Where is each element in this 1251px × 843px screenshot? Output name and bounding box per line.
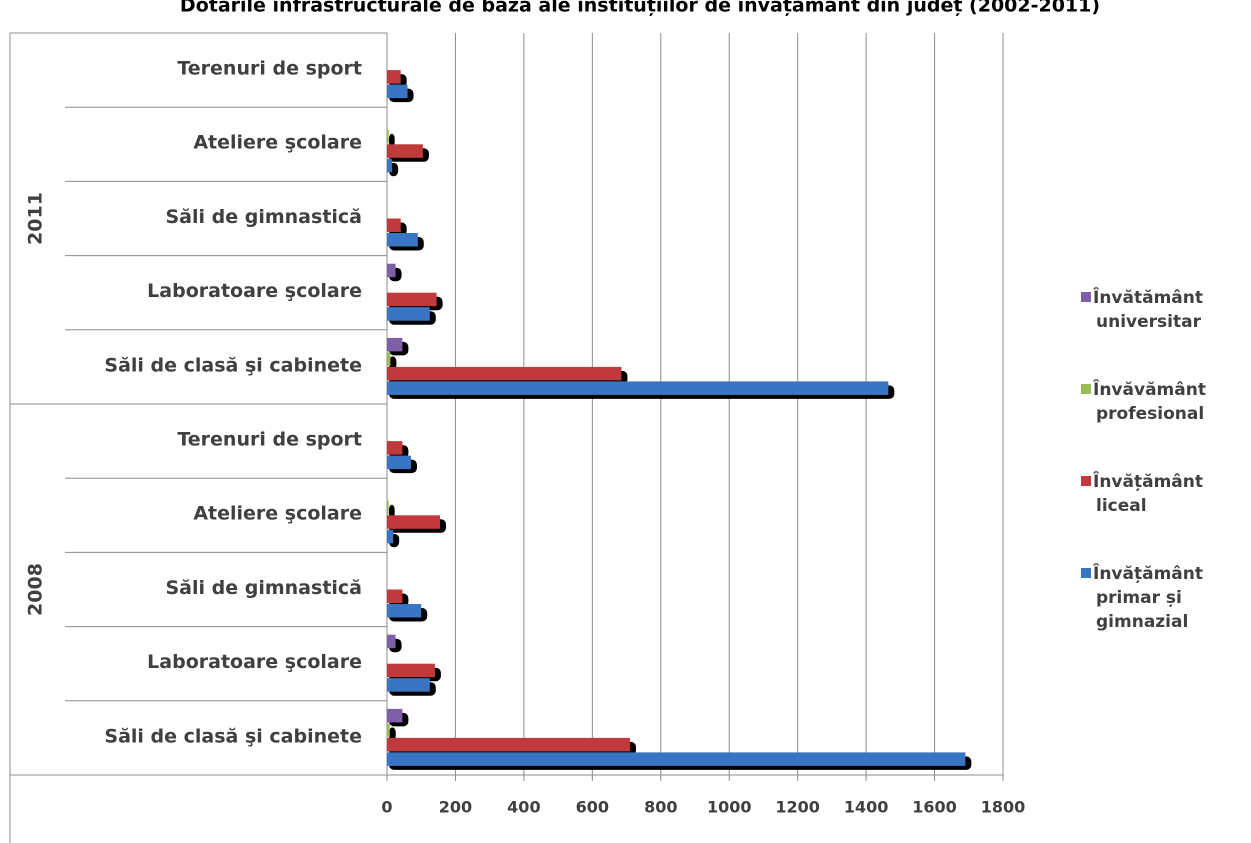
legend-label: Învățământ primar și gimnazial	[1093, 562, 1203, 632]
x-tick-label: 1800	[981, 798, 1026, 817]
bar-shadow	[389, 727, 396, 741]
bar	[387, 737, 630, 752]
bar	[387, 589, 403, 603]
y-tick-label: Săli de gimnastică	[166, 577, 363, 599]
bar	[387, 144, 423, 158]
bar	[387, 515, 441, 529]
bar	[387, 723, 390, 737]
bar	[387, 708, 403, 723]
legend-swatch	[1081, 568, 1091, 578]
x-tick-label: 800	[644, 798, 677, 817]
chart-title: Dotarile infrastructurale de bază ale in…	[180, 0, 1100, 17]
y-tick-label: Terenuri de sport	[177, 429, 362, 451]
y-tick-label: Săli de clasă şi cabinete	[104, 354, 362, 376]
bar	[387, 129, 389, 144]
bar	[387, 604, 422, 618]
bar	[387, 263, 396, 278]
y-tick-label: Săli de gimnastică	[166, 206, 363, 228]
bar-shadow	[389, 504, 395, 519]
y-tick-label: Laboratoare şcolare	[147, 651, 362, 673]
bar	[387, 678, 430, 692]
x-tick-label: 1400	[844, 798, 889, 817]
x-tick-label: 200	[439, 798, 472, 817]
x-tick-label: 1600	[912, 798, 957, 817]
legend-label: Învățământ liceal	[1093, 470, 1203, 516]
bar	[387, 337, 403, 352]
y-tick-label: Săli de clasă şi cabinete	[104, 725, 362, 747]
y-tick-label: Ateliere şcolare	[193, 503, 362, 525]
bar	[387, 752, 966, 766]
legend-label: Învătământ universitar	[1093, 286, 1203, 332]
bar	[387, 529, 394, 544]
bar-shadow	[389, 133, 395, 148]
bar	[387, 158, 393, 173]
bar	[387, 455, 411, 470]
bar	[387, 233, 418, 247]
y-tick-label: Laboratoare şcolare	[147, 280, 362, 302]
bar	[387, 381, 889, 395]
x-tick-label: 1000	[707, 798, 752, 817]
legend-label: Învăvământ profesional	[1093, 378, 1206, 424]
y-tick-label: Terenuri de sport	[177, 58, 362, 80]
bar	[387, 70, 401, 84]
bar	[387, 366, 622, 381]
group-label: 2008	[25, 563, 47, 616]
bar	[387, 292, 437, 307]
x-tick-label: 400	[507, 798, 540, 817]
bar	[387, 441, 403, 455]
x-tick-label: 0	[381, 798, 392, 817]
legend-swatch	[1081, 476, 1091, 486]
bar	[387, 84, 408, 99]
bar-shadow	[389, 356, 397, 370]
bar	[387, 634, 396, 649]
x-tick-label: 1200	[775, 798, 820, 817]
bar	[387, 663, 435, 678]
y-tick-label: Ateliere şcolare	[193, 132, 362, 154]
legend-swatch	[1081, 292, 1091, 302]
group-label: 2011	[25, 192, 47, 245]
x-tick-label: 600	[576, 798, 609, 817]
bar	[387, 352, 391, 366]
bar	[387, 218, 401, 232]
bar	[387, 500, 389, 515]
legend-swatch	[1081, 384, 1091, 394]
bar	[387, 307, 430, 321]
